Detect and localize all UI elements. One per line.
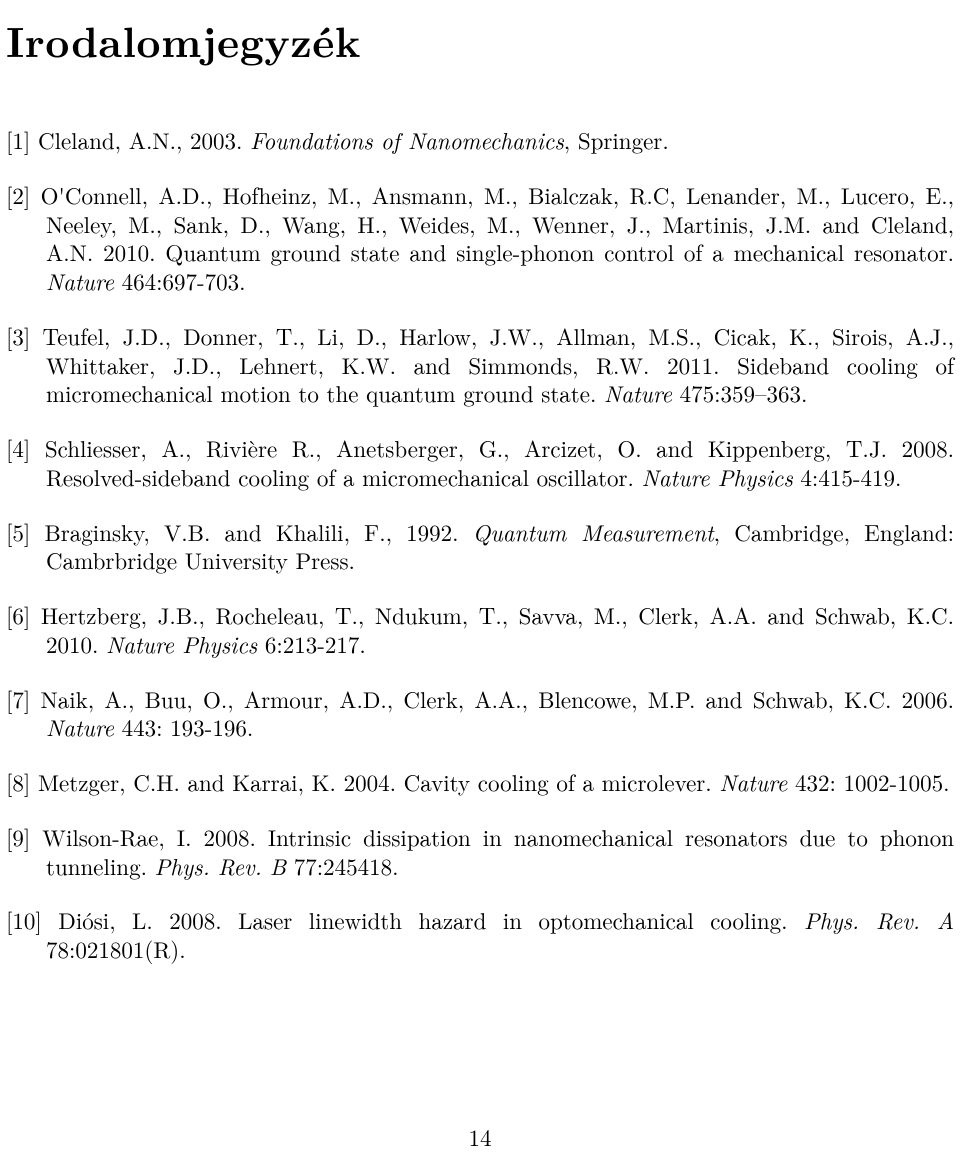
reference-number: [7]	[6, 682, 30, 715]
reference-italic: Nature Physics	[106, 627, 257, 660]
reference-number: [6]	[6, 598, 30, 631]
bibliography-item: [6] Hertzberg, J.B., Rocheleau, T., Nduk…	[6, 601, 954, 659]
reference-text: Metzger, C.H. and Karrai, K. 2004. Cavit…	[38, 765, 719, 798]
bibliography-item: [8] Metzger, C.H. and Karrai, K. 2004. C…	[6, 768, 954, 797]
reference-text: 432: 1002-1005.	[787, 765, 949, 798]
reference-text: 464:697-703.	[114, 264, 246, 297]
reference-text: O'Connell, A.D., Hofheinz, M., Ansmann, …	[41, 178, 954, 269]
reference-text: Cleland, A.N., 2003.	[38, 123, 250, 156]
bibliography-item: [5] Braginsky, V.B. and Khalili, F., 199…	[6, 518, 954, 576]
reference-text: 78:021801(R).	[46, 932, 186, 965]
reference-text: 77:245418.	[286, 849, 398, 882]
page-number: 14	[0, 1120, 960, 1153]
reference-italic: Quantum Measurement	[473, 515, 714, 548]
bibliography-list: [1] Cleland, A.N., 2003. Foundations of …	[6, 126, 954, 964]
bibliography-item: [9] Wilson-Rae, I. 2008. Intrinsic dissi…	[6, 823, 954, 881]
bibliography-item: [4] Schliesser, A., Rivière R., Anetsber…	[6, 434, 954, 492]
reference-text: 443: 193-196.	[114, 710, 253, 743]
reference-text: , Springer.	[564, 123, 669, 156]
reference-text: 475:359–363.	[672, 376, 807, 409]
reference-italic: Nature	[719, 765, 787, 798]
reference-italic: Nature	[46, 264, 114, 297]
reference-number: [10]	[6, 903, 42, 936]
reference-text: Teufel, J.D., Donner, T., Li, D., Harlow…	[43, 319, 954, 410]
reference-italic: Nature	[604, 376, 672, 409]
reference-number: [2]	[6, 178, 30, 211]
reference-number: [4]	[6, 431, 30, 464]
reference-number: [9]	[6, 820, 30, 853]
reference-italic: Foundations of Nanomechanics	[250, 123, 564, 156]
page-title: Irodalomjegyzék	[6, 10, 954, 70]
reference-italic: Nature Physics	[642, 460, 793, 493]
reference-italic: Phys. Rev. A	[804, 903, 954, 936]
reference-number: [8]	[6, 765, 30, 798]
bibliography-page: Irodalomjegyzék [1] Cleland, A.N., 2003.…	[0, 0, 960, 1169]
reference-italic: Phys. Rev. B	[155, 849, 286, 882]
reference-text: 4:415-419.	[793, 460, 902, 493]
bibliography-item: [10] Diósi, L. 2008. Laser linewidth haz…	[6, 906, 954, 964]
reference-number: [1]	[6, 123, 30, 156]
bibliography-item: [7] Naik, A., Buu, O., Armour, A.D., Cle…	[6, 685, 954, 743]
reference-text: 6:213-217.	[257, 627, 366, 660]
reference-number: [3]	[6, 319, 30, 352]
reference-italic: Nature	[46, 710, 114, 743]
bibliography-item: [2] O'Connell, A.D., Hofheinz, M., Ansma…	[6, 181, 954, 296]
reference-number: [5]	[6, 515, 30, 548]
bibliography-item: [1] Cleland, A.N., 2003. Foundations of …	[6, 126, 954, 155]
bibliography-item: [3] Teufel, J.D., Donner, T., Li, D., Ha…	[6, 322, 954, 408]
